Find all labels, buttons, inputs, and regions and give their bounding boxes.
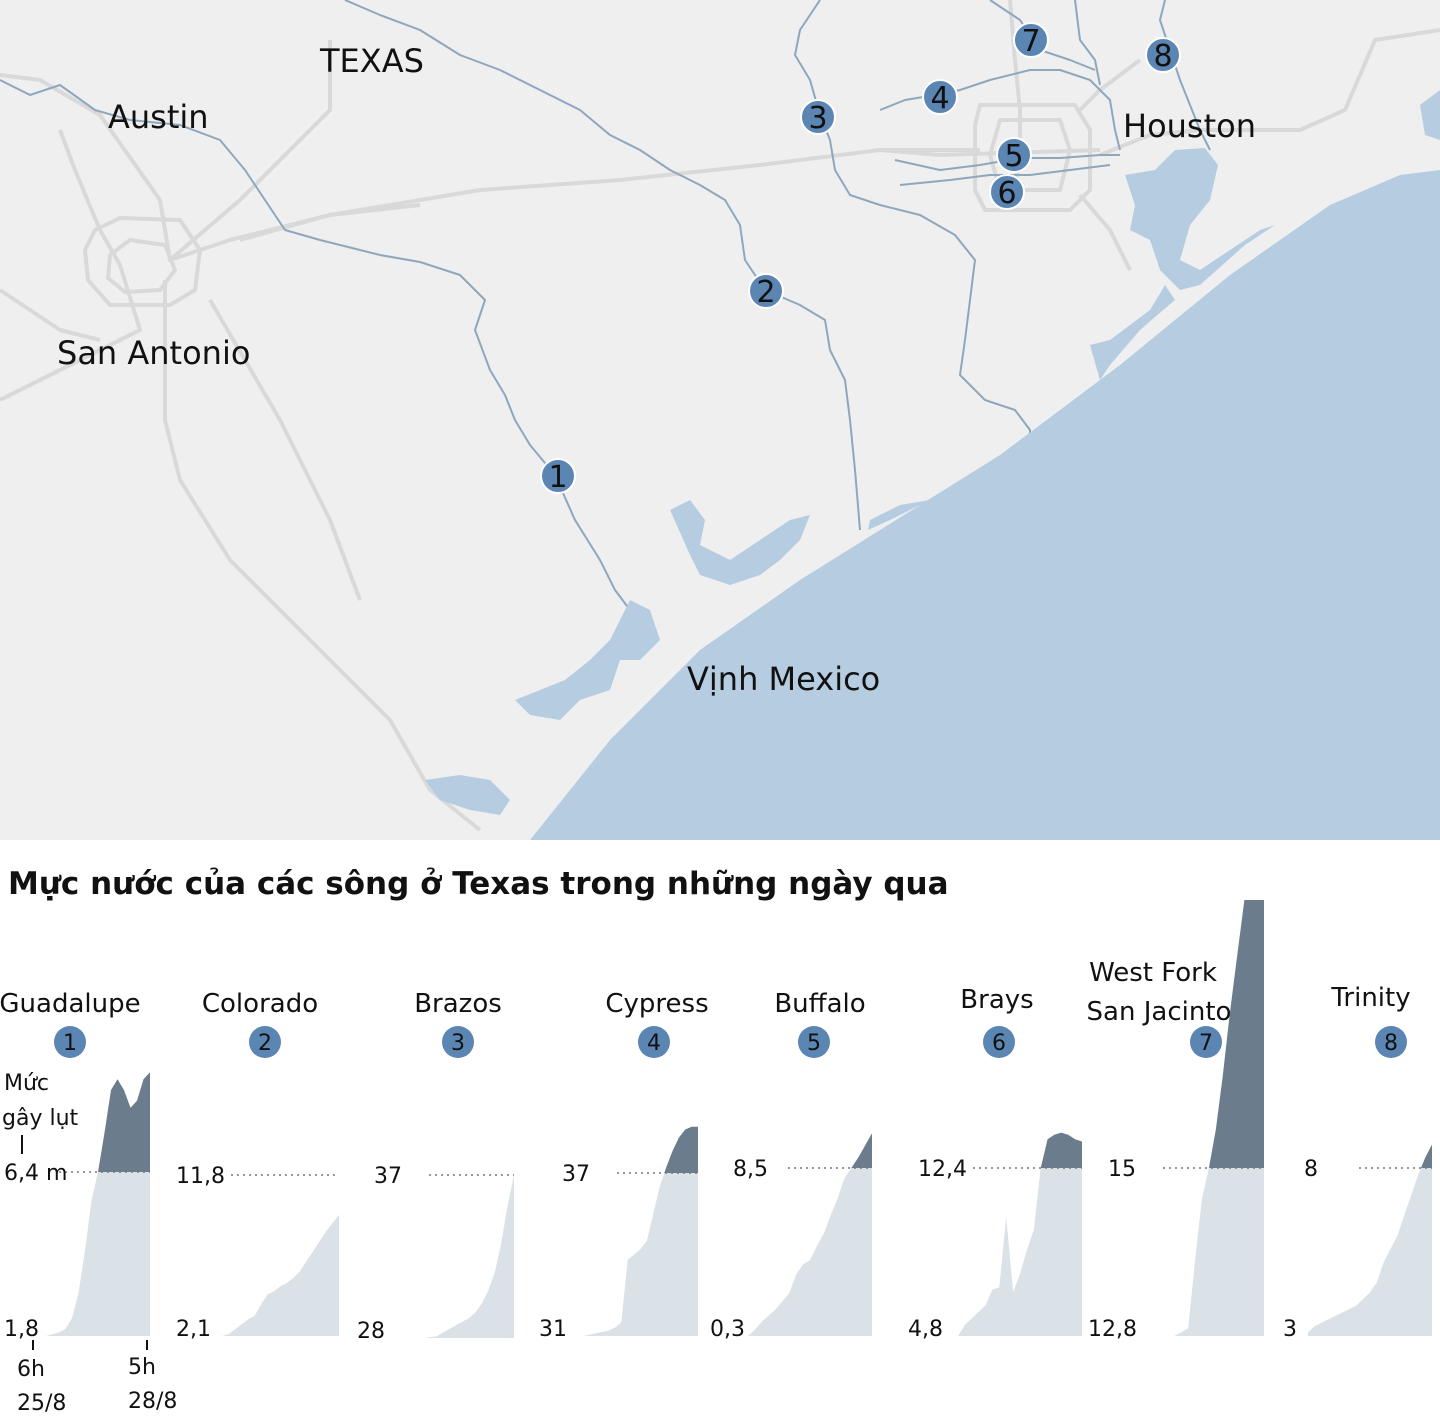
svg-text:8: 8 [1384, 1031, 1398, 1056]
river-name-7-line1: West Fork [1089, 958, 1217, 988]
time-end-date: 28/8 [128, 1389, 177, 1414]
svg-text:2: 2 [258, 1031, 272, 1056]
chart-title: Mực nước của các sông ở Texas trong nhữn… [8, 866, 949, 902]
river-badge-2: 2 [249, 1026, 281, 1058]
flood-label-2: 11,8 [176, 1164, 225, 1189]
area-below-flood-6 [958, 1168, 1082, 1336]
label-texas: TEXAS [319, 42, 424, 80]
map-marker-5: 5 [996, 137, 1032, 174]
river-name-8: Trinity [1330, 983, 1410, 1013]
svg-text:6: 6 [997, 176, 1016, 211]
area-below-flood-8 [1308, 1168, 1432, 1336]
river-name-5: Buffalo [774, 989, 865, 1019]
svg-text:7: 7 [1199, 1031, 1213, 1056]
label-gulf-of-mexico: Vịnh Mexico [687, 660, 880, 698]
river-name-2: Colorado [202, 989, 318, 1019]
map-marker-8: 8 [1145, 37, 1181, 74]
svg-text:1: 1 [548, 460, 567, 495]
label-houston: Houston [1123, 107, 1256, 145]
label-san-antonio: San Antonio [57, 334, 250, 372]
river-panel-7: 12,8 15 West Fork San Jacinto 7 [1087, 900, 1264, 1342]
time-end-hour: 5h [128, 1355, 156, 1380]
svg-text:1: 1 [63, 1031, 77, 1056]
area-above-flood-1 [33, 1072, 150, 1172]
map-marker-7: 7 [1013, 22, 1049, 59]
river-badge-4: 4 [638, 1026, 670, 1058]
river-badge-8: 8 [1375, 1026, 1407, 1058]
river-panel-5: 0,3 8,5 Buffalo 5 [710, 989, 872, 1342]
min-label-5: 0,3 [710, 1317, 745, 1342]
flood-label-1: 6,4 m [4, 1161, 67, 1186]
min-label-4: 31 [539, 1317, 567, 1342]
river-name-3: Brazos [414, 989, 502, 1019]
min-label-3: 28 [357, 1319, 385, 1344]
min-label-7: 12,8 [1088, 1317, 1137, 1342]
map-marker-4: 4 [922, 79, 958, 116]
flood-label-6: 12,4 [918, 1157, 967, 1182]
river-panel-4: 31 37 Cypress 4 [539, 989, 709, 1342]
area-below-flood-2 [222, 1214, 339, 1336]
min-label-2: 2,1 [176, 1317, 211, 1342]
flood-label-8: 8 [1304, 1157, 1318, 1182]
river-badge-7: 7 [1190, 1026, 1222, 1058]
svg-text:5: 5 [1004, 139, 1023, 174]
min-label-1: 1,8 [4, 1317, 39, 1342]
river-name-4: Cypress [605, 989, 708, 1019]
map-marker-2: 2 [748, 273, 784, 310]
svg-text:3: 3 [451, 1031, 465, 1056]
min-label-8: 3 [1283, 1317, 1297, 1342]
flood-label-5: 8,5 [733, 1157, 768, 1182]
area-above-flood-2 [222, 900, 339, 1175]
svg-text:4: 4 [647, 1031, 661, 1056]
map-marker-6: 6 [989, 174, 1025, 211]
rivers [0, 0, 1211, 611]
map-marker-1: 1 [540, 458, 576, 495]
map-marker-3: 3 [800, 99, 836, 136]
river-badge-1: 1 [54, 1026, 86, 1058]
flood-label-7: 15 [1108, 1157, 1136, 1182]
area-above-flood-8 [1308, 1144, 1432, 1168]
river-badge-3: 3 [442, 1026, 474, 1058]
svg-text:8: 8 [1153, 39, 1172, 74]
river-panel-6: 4,8 12,4 Brays 6 [908, 985, 1082, 1342]
river-name-6: Brays [960, 985, 1033, 1015]
river-badge-6: 6 [983, 1026, 1015, 1058]
area-below-flood-5 [748, 1168, 872, 1336]
water [425, 90, 1440, 840]
flood-label-4: 37 [562, 1162, 590, 1187]
svg-text:3: 3 [808, 101, 827, 136]
svg-text:5: 5 [807, 1031, 821, 1056]
label-austin: Austin [108, 98, 209, 136]
svg-text:7: 7 [1021, 24, 1040, 59]
river-name-7-line2: San Jacinto [1087, 997, 1232, 1027]
svg-text:4: 4 [930, 81, 949, 116]
area-below-flood-1 [33, 1172, 150, 1336]
area-below-flood-7 [1140, 1168, 1264, 1336]
area-below-flood-3 [398, 1175, 514, 1338]
svg-text:2: 2 [756, 275, 775, 310]
flood-note-line2: gây lụt [2, 1106, 79, 1131]
river-panel-3: 28 37 Brazos 3 [357, 989, 514, 1344]
time-start-hour: 6h [17, 1357, 45, 1382]
river-panel-8: 3 8 Trinity 8 [1283, 983, 1432, 1342]
time-start-date: 25/8 [17, 1391, 66, 1416]
river-panel-2: 2,1 11,8 Colorado 2 [176, 900, 339, 1342]
svg-text:6: 6 [992, 1031, 1006, 1056]
flood-note-line1: Mức [4, 1071, 49, 1096]
river-level-charts: 1,86,4 mGuadalupe12,111,8Colorado22837Br… [0, 900, 1432, 1416]
river-name-1: Guadalupe [0, 989, 141, 1019]
min-label-6: 4,8 [908, 1317, 943, 1342]
texas-map: TEXAS Austin San Antonio Houston Vịnh Me… [0, 0, 1440, 840]
area-below-flood-4 [583, 1173, 698, 1336]
flood-label-3: 37 [374, 1164, 402, 1189]
river-badge-5: 5 [798, 1026, 830, 1058]
area-above-flood-6 [958, 1132, 1082, 1168]
